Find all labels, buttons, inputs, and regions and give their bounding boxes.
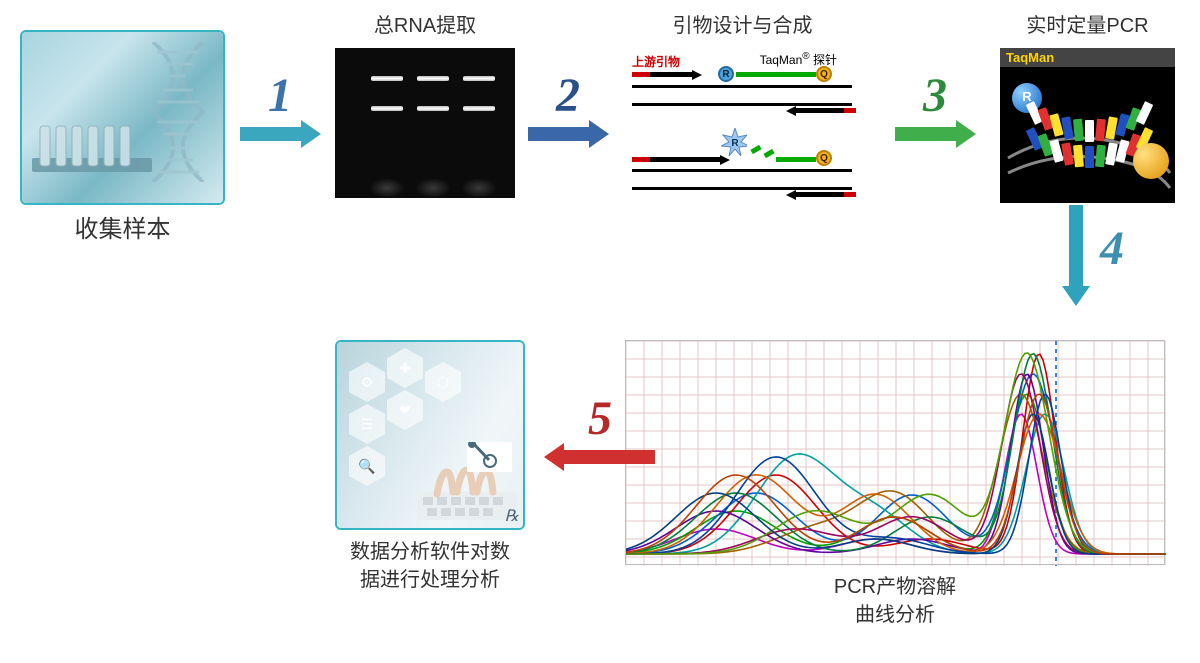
keyboard-hands-icon [417, 442, 517, 522]
svg-text:R: R [731, 138, 739, 149]
quencher-icon-2: Q [816, 150, 832, 166]
sample-image [20, 30, 225, 205]
gel-image [335, 48, 515, 198]
arrow-1: 1 [240, 72, 320, 148]
taqman-image: TaqMan R [1000, 48, 1175, 203]
step-analysis: ⚙ ✚ ⬡ ☰ ❤ 🔍 ℞ 数据分析软件对数 据进行处理分析 [330, 340, 530, 594]
step-melt-curve: PCR产物溶解 曲线分析 [605, 340, 1185, 629]
sample-label: 收集样本 [75, 213, 171, 247]
analysis-label-2: 据进行处理分析 [360, 566, 500, 594]
arrow-4: 4 [1062, 205, 1124, 305]
primer-label: 引物设计与合成 [673, 12, 813, 40]
tubes-icon [32, 118, 152, 188]
polymerase-sphere [1133, 143, 1169, 179]
arrow-5: 5 [545, 395, 655, 471]
arrow-3: 3 [895, 72, 975, 148]
step-rna-extraction: 总RNA提取 [335, 12, 515, 198]
step-primer-design: 引物设计与合成 上游引物 TaqMan® 探针 R Q [625, 12, 860, 208]
reporter-icon: R [718, 66, 734, 82]
analysis-image: ⚙ ✚ ⬡ ☰ ❤ 🔍 ℞ [335, 340, 525, 530]
arrow-2: 2 [528, 72, 608, 148]
melt-curve-chart [625, 340, 1165, 565]
analysis-label-1: 数据分析软件对数 [350, 538, 510, 566]
step-sample: 收集样本 [20, 30, 225, 247]
rna-label: 总RNA提取 [374, 12, 476, 40]
upstream-primer-label: 上游引物 [632, 53, 680, 70]
qpcr-label: 实时定量PCR [1026, 12, 1148, 40]
melt-label-1: PCR产物溶解 [834, 573, 956, 601]
primer-diagram: 上游引物 TaqMan® 探针 R Q R [625, 48, 860, 208]
fluorescence-icon: R [721, 129, 747, 155]
melt-label-2: 曲线分析 [855, 601, 935, 629]
quencher-icon: Q [816, 66, 832, 82]
dna-icon [143, 42, 213, 182]
step-qpcr: 实时定量PCR TaqMan R [1000, 12, 1175, 203]
